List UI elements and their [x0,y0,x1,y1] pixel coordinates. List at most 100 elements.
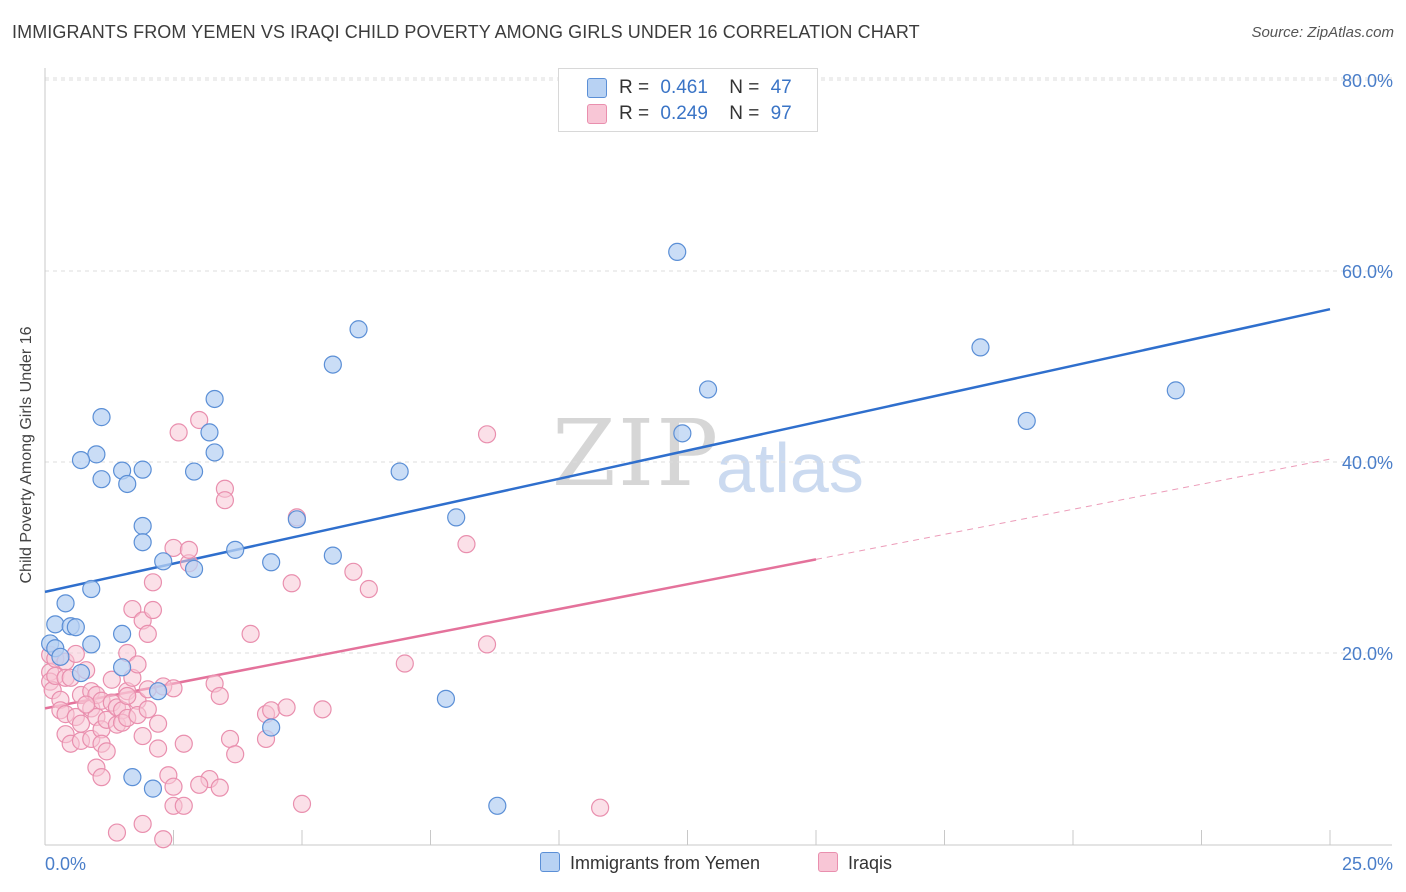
yemen-point [698,380,718,399]
iraqi-point [591,798,610,817]
y-tick-label: 60.0% [1342,262,1393,282]
iraqi-point [164,679,183,698]
yemen-point [56,594,75,613]
yemen-point [205,443,224,462]
yemen-legend-swatch [540,852,560,872]
iraqi-point [128,655,147,674]
trend-lines [44,307,1331,710]
x-tick-label-min: 0.0% [45,854,86,874]
iraqi-point [138,700,157,719]
iraqi-point [77,695,96,714]
yemen-point [82,579,101,599]
iraqi-point [174,734,193,753]
yemen-point [133,533,152,552]
yemen-point [92,408,111,427]
yemen-point [447,508,466,527]
iraqi-point [102,670,121,689]
iraqi-point [97,742,116,761]
yemen-point [46,615,65,634]
iraqi-trend-line-extrapolated [815,458,1331,560]
n-value-yemen: 47 [770,77,792,98]
legend-label-iraqi: Iraqis [848,853,893,873]
iraqi-point [215,491,234,510]
iraqi-point [71,714,91,733]
yemen-point [66,618,85,637]
legend-item-iraqi: Iraqis [818,852,892,874]
yemen-point [287,510,306,529]
iraqi-point [148,714,168,733]
iraqi-point [118,686,137,706]
yemen-point [488,796,507,815]
iraqi-point [143,600,163,620]
axes [44,68,1392,846]
iraqi-point [210,686,229,706]
yemen-point [133,516,152,536]
yemen-point [226,540,245,559]
yemen-point [390,462,409,481]
legend-item-yemen: Immigrants from Yemen [540,852,760,874]
iraqi-point [133,726,152,746]
y-tick-label: 40.0% [1342,453,1393,473]
r-label: R = [619,103,650,124]
x-tick-label-max: 25.0% [1342,854,1393,874]
r-label: R = [619,77,650,98]
yemen-point [143,779,163,798]
watermark-atlas: atlas [716,429,864,507]
yemen-point [323,546,342,565]
yemen-point [82,635,101,654]
iraqi-point [179,540,199,559]
iraqi-point [457,535,476,554]
iraqi-point [143,573,163,592]
y-tick-label: 20.0% [1342,644,1393,664]
iraqi-point [169,423,188,442]
r-value-yemen: 0.461 [660,77,708,98]
yemen-point [1017,411,1036,431]
iraqi-point [220,729,240,749]
data-points [41,242,1185,849]
n-label: N = [729,103,760,124]
iraqi-point [164,777,183,796]
yemen-point [154,552,173,571]
yemen-point [87,445,106,464]
yemen-point [673,424,692,443]
yemen-point [133,460,152,479]
yemen-point [349,320,368,339]
y-tick-label: 80.0% [1342,71,1393,91]
yemen-point [92,470,111,489]
yemen-point [1166,381,1185,400]
chart-title: IMMIGRANTS FROM YEMEN VS IRAQI CHILD POV… [12,22,920,42]
n-value-iraqi: 97 [770,103,792,124]
iraqi-point [210,778,229,797]
yemen-point [200,423,219,442]
iraqi-point [148,739,168,758]
iraqi-point [190,410,209,430]
stats-legend: R = 0.461 N = 47 R = 0.249 N = 97 [558,68,818,132]
yemen-point [668,242,687,261]
tick-labels: 20.0% 40.0% 60.0% 80.0% 0.0% 25.0% [45,71,1393,874]
yemen-point [71,663,91,683]
source-label: Source: ZipAtlas.com [1251,24,1394,41]
r-value-iraqi: 0.249 [660,103,708,124]
yemen-point [71,450,91,470]
grid-lines [45,77,1392,654]
iraqi-point [477,425,497,444]
iraqi-point [92,768,111,787]
yemen-swatch [587,78,607,98]
yemen-point [112,658,132,677]
iraqi-point [138,624,157,644]
yemen-trend-line [44,307,1331,594]
legend-row-yemen-text: R = 0.461 N = 47 [619,77,792,99]
yemen-point [323,355,342,374]
n-label: N = [729,77,760,98]
legend-row-iraqi-text: R = 0.249 N = 97 [619,103,792,125]
yemen-point [971,338,990,357]
iraqi-legend-swatch [818,852,838,872]
iraqi-point [292,794,312,813]
iraqi-point [359,579,378,599]
yemen-point [118,474,137,494]
yemen-point [184,559,204,579]
yemen-point [262,718,281,737]
iraqi-point [277,698,296,717]
iraqi-point [123,599,142,619]
